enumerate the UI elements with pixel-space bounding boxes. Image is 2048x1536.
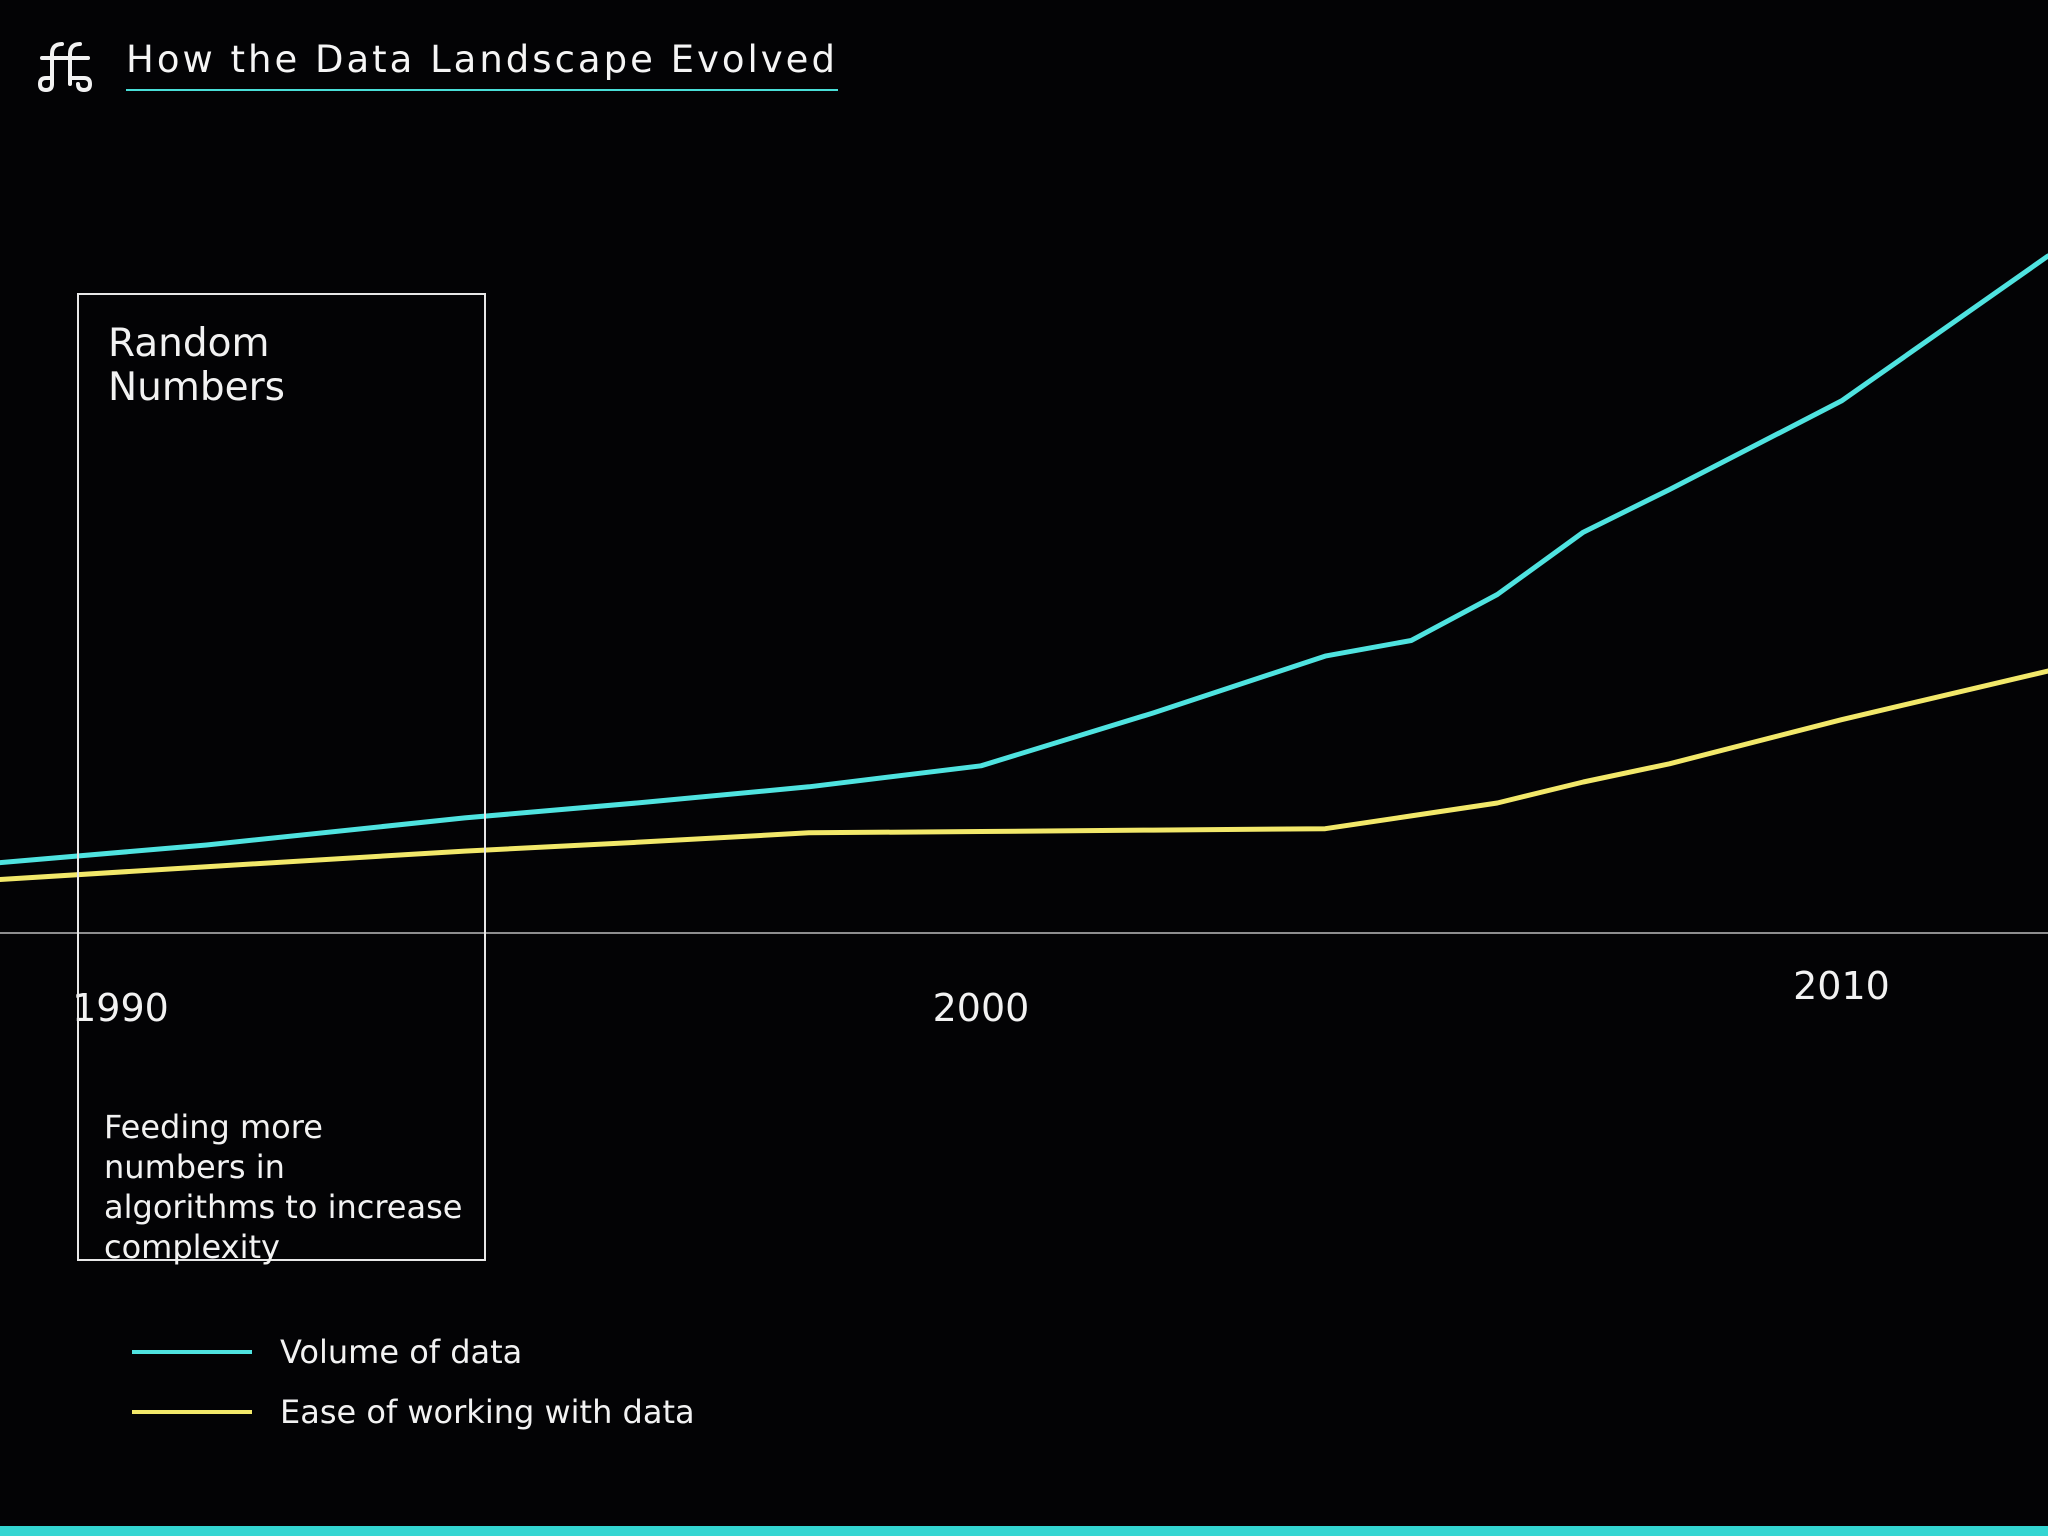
legend-item-ease: Ease of working with data bbox=[132, 1390, 695, 1434]
legend-swatch-ease bbox=[132, 1410, 252, 1414]
chart-legend: Volume of data Ease of working with data bbox=[132, 1330, 695, 1450]
highlight-description: Feeding more numbers in algorithms to in… bbox=[104, 1108, 463, 1266]
highlight-box bbox=[77, 293, 486, 1261]
x-tick-label-2010: 2010 bbox=[1793, 964, 1890, 1008]
x-tick-label-2000: 2000 bbox=[933, 986, 1030, 1030]
legend-item-volume: Volume of data bbox=[132, 1330, 695, 1374]
x-tick-label-1990: 1990 bbox=[72, 986, 169, 1030]
accent-bar bbox=[0, 1526, 2048, 1536]
series-line-ease bbox=[0, 668, 2048, 882]
highlight-title: Random Numbers bbox=[108, 321, 285, 410]
legend-label-ease: Ease of working with data bbox=[280, 1393, 695, 1431]
ff-monogram-icon bbox=[38, 42, 92, 92]
series-line-volume bbox=[0, 253, 2048, 866]
page-title: How the Data Landscape Evolved bbox=[126, 38, 838, 91]
legend-label-volume: Volume of data bbox=[280, 1333, 523, 1371]
legend-swatch-volume bbox=[132, 1350, 252, 1354]
